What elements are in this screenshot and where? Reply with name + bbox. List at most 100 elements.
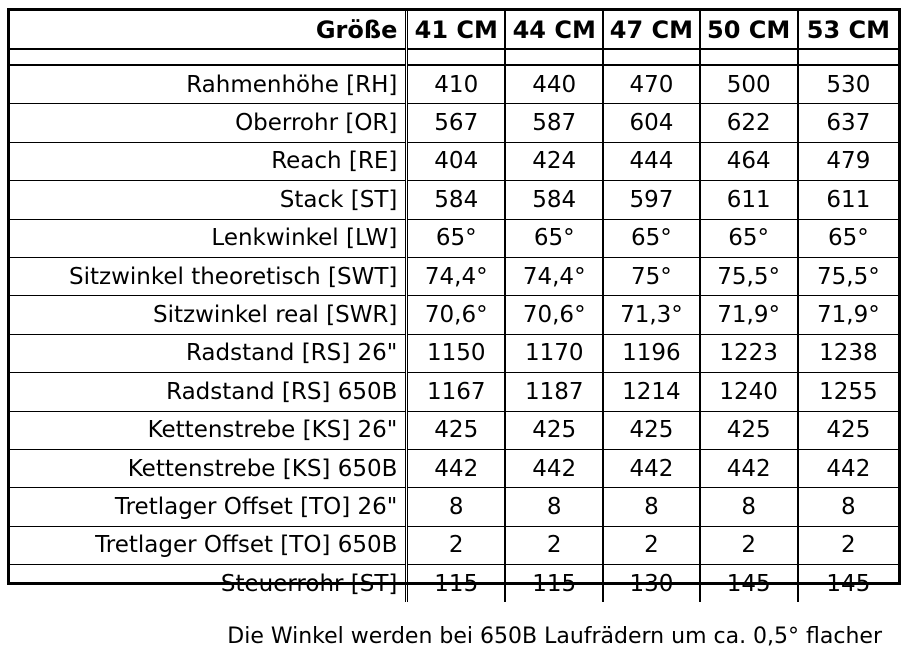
value-cell: 1187 <box>504 372 604 412</box>
spacer-cell <box>602 49 700 66</box>
spacer-cell <box>698 49 798 66</box>
row-label: Kettenstrebe [KS] 26" <box>10 411 409 450</box>
value-cell: 8 <box>406 487 506 527</box>
value-cell: 8 <box>602 487 700 527</box>
value-cell: 530 <box>796 65 898 105</box>
table-row: Kettenstrebe [KS] 650B 442 442 442 442 442 <box>10 449 898 489</box>
value-cell: 584 <box>504 180 604 220</box>
value-cell: 1240 <box>698 372 798 412</box>
value-cell: 145 <box>698 564 798 603</box>
size-header: 44 CM <box>504 11 604 50</box>
row-label: Tretlager Offset [TO] 650B <box>10 526 409 566</box>
value-cell: 8 <box>796 487 898 527</box>
value-cell: 404 <box>406 142 506 182</box>
value-cell: 74,4° <box>504 257 604 297</box>
size-header: 53 CM <box>796 11 898 50</box>
row-label: Radstand [RS] 26" <box>10 334 409 374</box>
footnote: Die Winkel werden bei 650B Laufrädern um… <box>227 624 882 649</box>
table-row: Steuerrohr [ST] 115 115 130 145 145 <box>10 564 898 603</box>
value-cell: 71,9° <box>796 295 898 335</box>
value-cell: 65° <box>796 219 898 258</box>
value-cell: 115 <box>434 570 479 597</box>
value-cell: 425 <box>698 411 798 450</box>
table-row: Reach [RE] 404 424 444 464 479 <box>10 142 898 182</box>
value-cell: 425 <box>796 411 898 450</box>
value-cell: 65° <box>406 219 506 258</box>
value-cell: 65° <box>602 219 700 258</box>
table-row: Rahmenhöhe [RH] 410 440 470 500 530 <box>10 65 898 105</box>
row-label: Reach [RE] <box>10 142 409 182</box>
row-label: Sitzwinkel real [SWR] <box>10 295 409 335</box>
table-row: Radstand [RS] 26" 1150 1170 1196 1223 1238 <box>10 334 898 374</box>
value-cell: 2 <box>602 526 700 566</box>
value-cell: 604 <box>602 103 700 143</box>
value-cell: 479 <box>796 142 898 182</box>
row-label: Tretlager Offset [TO] 26" <box>10 487 409 527</box>
row-label: Steuerrohr [ST] <box>10 564 409 603</box>
value-cell: 1238 <box>796 334 898 374</box>
value-cell: 500 <box>698 65 798 105</box>
value-cell: 587 <box>504 103 604 143</box>
value-cell: 597 <box>602 180 700 220</box>
spacer-cell <box>10 49 409 66</box>
value-cell: 425 <box>406 411 506 450</box>
value-cell: 611 <box>698 180 798 220</box>
row-label: Kettenstrebe [KS] 650B <box>10 449 409 489</box>
value-cell: 145 <box>796 564 898 603</box>
table-row: Lenkwinkel [LW] 65° 65° 65° 65° 65° <box>10 219 898 258</box>
table-row: Tretlager Offset [TO] 650B 2 2 2 2 2 <box>10 526 898 566</box>
value-cell: 115 <box>504 564 604 603</box>
row-label: Rahmenhöhe [RH] <box>10 65 409 105</box>
size-header: 41 CM <box>406 11 506 50</box>
value-cell: 75,5° <box>796 257 898 297</box>
size-header: 47 CM <box>602 11 700 50</box>
value-cell: 75° <box>602 257 700 297</box>
value-cell: 425 <box>602 411 700 450</box>
value-cell: 65° <box>698 219 798 258</box>
table-row: Sitzwinkel real [SWR] 70,6° 70,6° 71,3° 71,9… <box>10 295 898 335</box>
value-cell: 2 <box>796 526 898 566</box>
value-cell: 442 <box>602 449 700 489</box>
header-spacer-row <box>10 49 898 66</box>
value-cell: 8 <box>698 487 798 527</box>
value-cell: 464 <box>698 142 798 182</box>
table-row: Radstand [RS] 650B 1167 1187 1214 1240 1255 <box>10 372 898 412</box>
value-cell: 2 <box>698 526 798 566</box>
value-cell: 622 <box>698 103 798 143</box>
value-cell: 65° <box>504 219 604 258</box>
value-cell: 1150 <box>406 334 506 374</box>
spacer-cell <box>504 49 604 66</box>
value-cell: 1255 <box>796 372 898 412</box>
row-label: Lenkwinkel [LW] <box>10 219 409 258</box>
spacer-cell <box>796 49 898 66</box>
value-cell: 567 <box>406 103 506 143</box>
value-cell: 1167 <box>406 372 506 412</box>
table-row: Stack [ST] 584 584 597 611 611 <box>10 180 898 220</box>
value-cell: 8 <box>504 487 604 527</box>
value-cell: 442 <box>698 449 798 489</box>
row-label: Radstand [RS] 650B <box>10 372 409 412</box>
row-label: Oberrohr [OR] <box>10 103 409 143</box>
value-cell: 74,4° <box>406 257 506 297</box>
value-cell: 470 <box>602 65 700 105</box>
value-cell: 1214 <box>602 372 700 412</box>
table-row: Sitzwinkel theoretisch [SWT] 74,4° 74,4° 75… <box>10 257 898 297</box>
value-cell: 75,5° <box>698 257 798 297</box>
table-row: Oberrohr [OR] 567 587 604 622 637 <box>10 103 898 143</box>
geometry-table: Größe 41 CM 44 CM 47 CM 50 CM 53 CM Rahm… <box>10 11 898 603</box>
value-cell: 1223 <box>698 334 798 374</box>
table-body: Rahmenhöhe [RH] 410 440 470 500 530 Oberrohr [… <box>10 65 898 603</box>
value-cell: 1170 <box>504 334 604 374</box>
value-cell: 611 <box>796 180 898 220</box>
value-cell: 425 <box>504 411 604 450</box>
row-label: Stack [ST] <box>10 180 409 220</box>
row-label: Sitzwinkel theoretisch [SWT] <box>10 257 409 297</box>
geometry-table-frame: Größe 41 CM 44 CM 47 CM 50 CM 53 CM Rahm… <box>7 8 901 603</box>
value-cell: 70,6° <box>406 295 506 335</box>
table-row: Tretlager Offset [TO] 26" 8 8 8 8 8 <box>10 487 898 527</box>
value-cell: 70,6° <box>504 295 604 335</box>
value-cell: 442 <box>796 449 898 489</box>
value-cell: 442 <box>504 449 604 489</box>
value-cell: 130 <box>602 564 700 603</box>
value-cell: 442 <box>406 449 506 489</box>
